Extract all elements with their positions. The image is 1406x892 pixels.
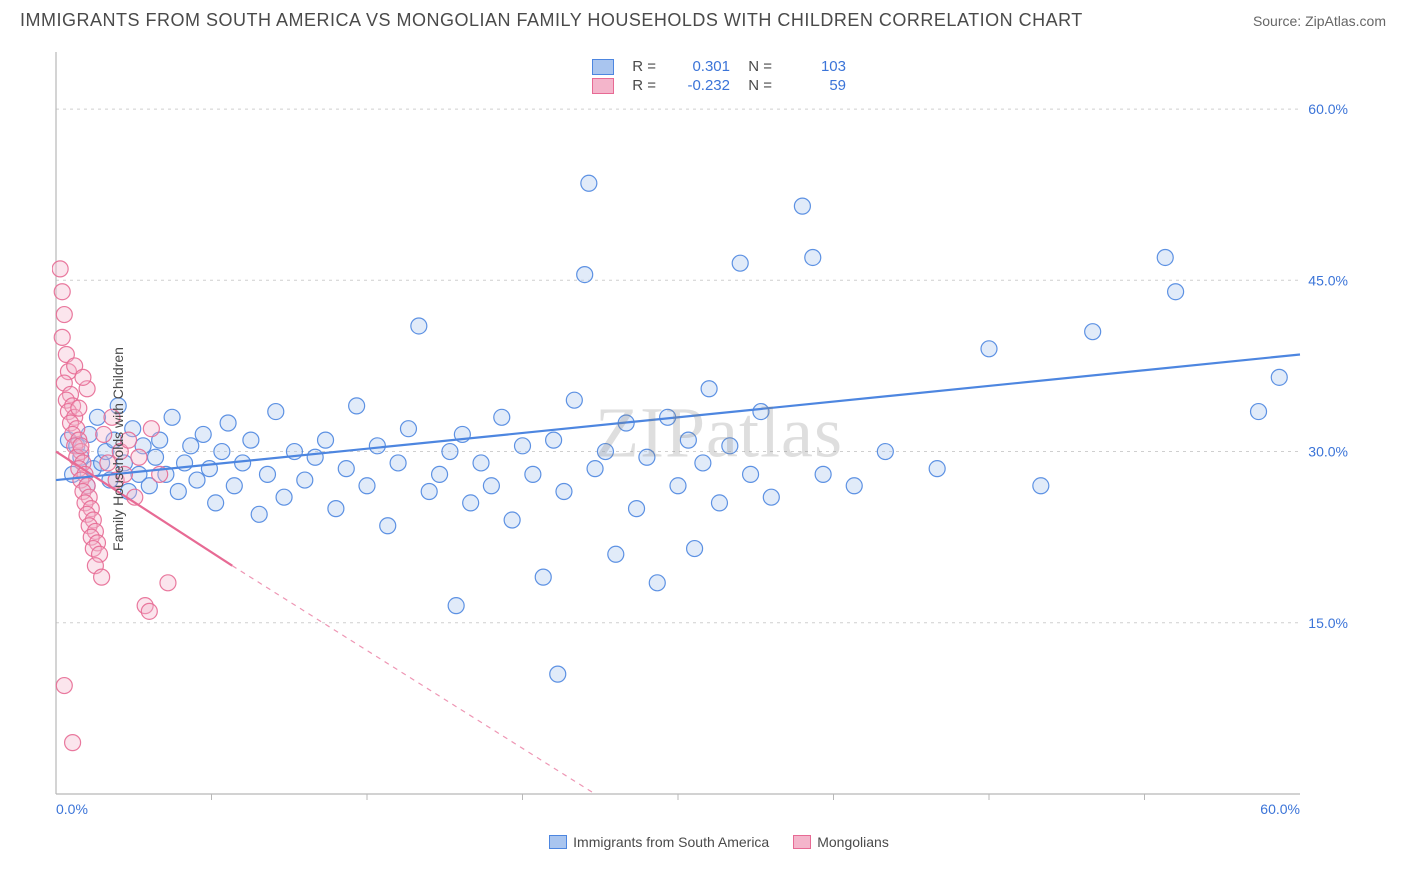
r-label: R = bbox=[626, 58, 656, 75]
legend-row: R = -0.232 N = 59 bbox=[592, 77, 846, 94]
scatter-chart: 15.0% 30.0% 45.0% 60.0% 0.0% 60.0% bbox=[52, 48, 1352, 836]
chart-header: IMMIGRANTS FROM SOUTH AMERICA VS MONGOLI… bbox=[0, 0, 1406, 37]
r-value: -0.232 bbox=[668, 77, 730, 94]
n-label: N = bbox=[742, 77, 772, 94]
legend-swatch bbox=[592, 59, 614, 75]
y-axis-label: Family Households with Children bbox=[110, 347, 126, 551]
svg-text:45.0%: 45.0% bbox=[1308, 272, 1348, 288]
svg-text:60.0%: 60.0% bbox=[1260, 801, 1300, 817]
legend-swatch bbox=[592, 78, 614, 94]
legend-item: Mongolians bbox=[793, 834, 889, 850]
legend-label: Mongolians bbox=[817, 834, 889, 850]
series-legend: Immigrants from South America Mongolians bbox=[52, 828, 1386, 850]
n-label: N = bbox=[742, 58, 772, 75]
correlation-legend: R = 0.301 N = 103 R = -0.232 N = 59 bbox=[588, 56, 850, 96]
n-value: 103 bbox=[784, 58, 846, 75]
svg-text:60.0%: 60.0% bbox=[1308, 101, 1348, 117]
svg-text:15.0%: 15.0% bbox=[1308, 615, 1348, 631]
n-value: 59 bbox=[784, 77, 846, 94]
chart-area: Family Households with Children 15.0% 30.… bbox=[52, 48, 1386, 850]
svg-text:30.0%: 30.0% bbox=[1308, 444, 1348, 460]
legend-swatch bbox=[793, 835, 811, 849]
r-value: 0.301 bbox=[668, 58, 730, 75]
svg-text:0.0%: 0.0% bbox=[56, 801, 88, 817]
legend-item: Immigrants from South America bbox=[549, 834, 769, 850]
chart-title: IMMIGRANTS FROM SOUTH AMERICA VS MONGOLI… bbox=[20, 10, 1083, 31]
legend-label: Immigrants from South America bbox=[573, 834, 769, 850]
legend-swatch bbox=[549, 835, 567, 849]
legend-row: R = 0.301 N = 103 bbox=[592, 58, 846, 75]
r-label: R = bbox=[626, 77, 656, 94]
chart-source: Source: ZipAtlas.com bbox=[1253, 13, 1386, 29]
